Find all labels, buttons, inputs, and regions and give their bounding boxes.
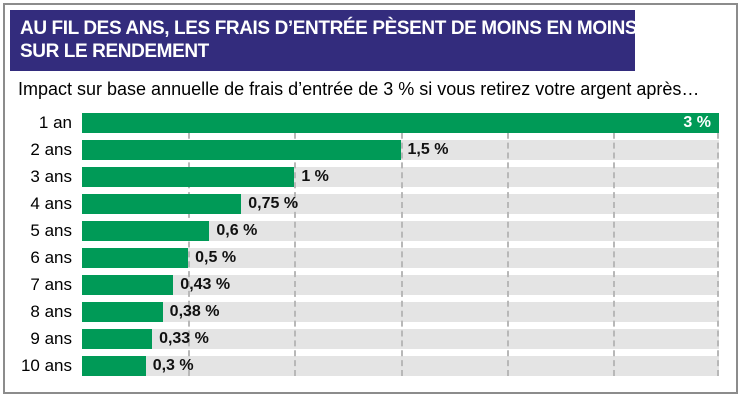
category-label: 4 ans xyxy=(30,194,72,213)
bar-track: 1 % xyxy=(82,167,719,187)
value-label: 0,5 % xyxy=(195,249,237,266)
value-bar xyxy=(82,221,210,241)
value-bar xyxy=(82,275,174,295)
chart-row-7: 7 ans 0,43 % xyxy=(10,275,719,295)
bar-track: 0,33 % xyxy=(82,329,719,349)
value-label: 1,5 % xyxy=(407,141,449,158)
bar-track: 0,3 % xyxy=(82,356,719,376)
chart-row-10: 10 ans 0,3 % xyxy=(10,356,719,376)
category-label: 6 ans xyxy=(30,248,72,267)
category-label: 9 ans xyxy=(30,329,72,348)
value-bar xyxy=(82,167,295,187)
value-label: 3 % xyxy=(683,114,711,131)
chart-subtitle: Impact sur base annuelle de frais d’entr… xyxy=(18,79,700,99)
category-label: 2 ans xyxy=(30,140,72,159)
chart-row-4: 4 ans 0,75 % xyxy=(10,194,719,214)
value-label: 0,75 % xyxy=(248,195,299,212)
bar-track: 0,5 % xyxy=(82,248,719,268)
value-label: 0,38 % xyxy=(169,303,220,320)
chart-row-6: 6 ans 0,5 % xyxy=(10,248,719,268)
chart-row-3: 3 ans 1 % xyxy=(10,167,719,187)
value-bar xyxy=(82,356,146,376)
category-label: 3 ans xyxy=(30,167,72,186)
bar-track: 0,43 % xyxy=(82,275,719,295)
value-bar xyxy=(82,194,242,214)
value-label: 0,3 % xyxy=(152,357,194,374)
fees-bar-chart: 1 an 3 % 2 ans 1,5 % 3 ans 1 % 4 ans 0,75 % 5 an… xyxy=(10,113,719,376)
value-bar xyxy=(82,140,401,160)
panel-title-line-1: AU FIL DES ANS, LES FRAIS D’ENTRÉE PÈSEN… xyxy=(20,18,638,39)
value-label: 0,6 % xyxy=(216,222,258,239)
value-label: 0,33 % xyxy=(159,330,209,347)
category-label: 5 ans xyxy=(30,221,72,240)
bar-track: 3 % xyxy=(82,113,719,133)
category-label: 10 ans xyxy=(20,356,72,375)
chart-row-8: 8 ans 0,38 % xyxy=(10,302,719,322)
category-label: 7 ans xyxy=(30,275,72,294)
category-label: 8 ans xyxy=(30,302,72,321)
value-bar xyxy=(82,302,163,322)
value-label: 0,43 % xyxy=(180,276,231,293)
category-label: 1 an xyxy=(38,113,72,132)
chart-row-9: 9 ans 0,33 % xyxy=(10,329,719,349)
bar-track: 0,75 % xyxy=(82,194,719,214)
bar-track: 0,6 % xyxy=(82,221,719,241)
chart-row-5: 5 ans 0,6 % xyxy=(10,221,719,241)
title-banner: AU FIL DES ANS, LES FRAIS D’ENTRÉE PÈSEN… xyxy=(10,10,638,71)
value-bar xyxy=(82,113,719,133)
value-label: 1 % xyxy=(301,168,329,185)
value-bar xyxy=(82,329,153,349)
chart-row-1: 1 an 3 % xyxy=(10,113,719,133)
chart-rows: 1 an 3 % 2 ans 1,5 % 3 ans 1 % 4 ans 0,75 % 5 an… xyxy=(10,113,719,376)
panel-title-line-2: SUR LE RENDEMENT xyxy=(20,41,209,62)
infographic-panel: AU FIL DES ANS, LES FRAIS D’ENTRÉE PÈSEN… xyxy=(3,3,738,394)
bar-track: 1,5 % xyxy=(82,140,719,160)
bar-track: 0,38 % xyxy=(82,302,719,322)
value-bar xyxy=(82,248,189,268)
chart-row-2: 2 ans 1,5 % xyxy=(10,140,719,160)
